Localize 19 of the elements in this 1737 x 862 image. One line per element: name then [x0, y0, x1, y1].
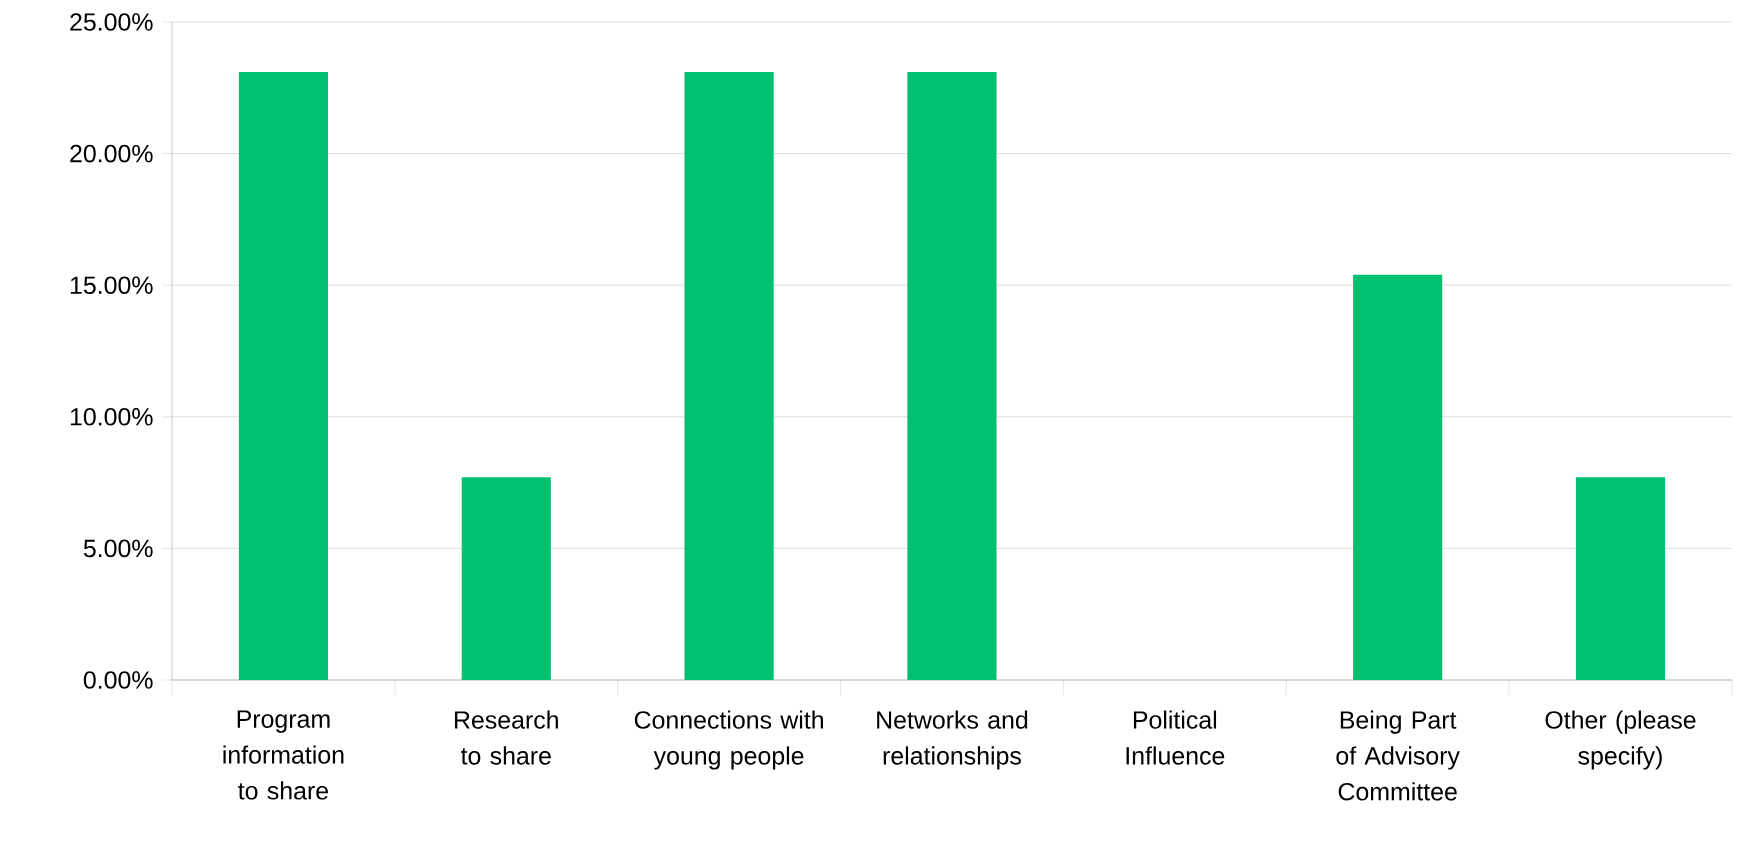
bar — [1575, 477, 1666, 680]
bar — [1353, 274, 1443, 680]
y-tick-label: 25.00% — [70, 13, 153, 31]
y-tick-label: 15.00% — [70, 276, 153, 295]
y-tick-label: 10.00% — [70, 407, 153, 426]
x-tick-label: Political Influence — [1126, 710, 1225, 765]
x-tick-label: Program information to share — [223, 710, 344, 800]
bar — [461, 477, 551, 680]
bar — [684, 72, 774, 680]
x-tick-label: Connections with young people — [634, 710, 823, 770]
bar — [238, 72, 328, 680]
x-tick-label: Other (please specify) — [1545, 710, 1696, 770]
x-tick-label: Being Part of Advisory Committee — [1336, 710, 1460, 801]
x-tick-label: Networks and relationships — [877, 710, 1028, 770]
y-tick-label: 0.00% — [83, 671, 153, 689]
y-tick-label: 5.00% — [83, 539, 153, 558]
y-tick-label: 20.00% — [70, 144, 153, 163]
x-tick-label: Research to share — [455, 710, 558, 765]
bar — [907, 72, 997, 680]
